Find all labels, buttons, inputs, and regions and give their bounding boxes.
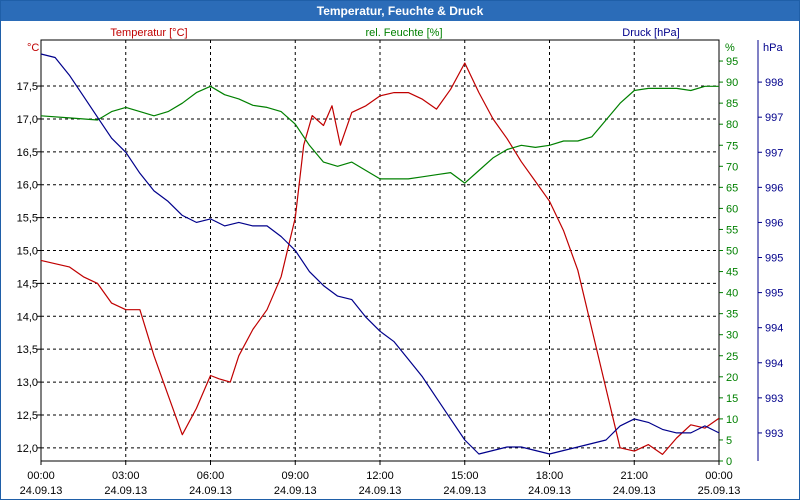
left-tick-label: 13,5: [17, 344, 38, 356]
x-tick-date: 25.09.13: [698, 485, 741, 497]
left-tick-label: 15,5: [17, 213, 38, 225]
middle-tick-label: 45: [726, 267, 738, 279]
right-tick-label: 998: [765, 77, 783, 89]
x-tick-time: 06:00: [197, 470, 225, 482]
left-tick-label: 12,5: [17, 410, 38, 422]
middle-tick-label: 90: [726, 77, 738, 89]
x-tick-time: 09:00: [281, 470, 309, 482]
x-tick-date: 24.09.13: [443, 485, 486, 497]
axes: [37, 39, 762, 465]
middle-tick-label: 75: [726, 140, 738, 152]
middle-tick-label: 65: [726, 182, 738, 194]
middle-tick-label: 25: [726, 351, 738, 363]
middle-axis-unit: %: [725, 42, 735, 54]
x-tick-date: 24.09.13: [189, 485, 232, 497]
plot-frame: [40, 39, 720, 462]
middle-tick-label: 80: [726, 119, 738, 131]
x-tick-date: 24.09.13: [359, 485, 402, 497]
x-tick-date: 24.09.13: [274, 485, 317, 497]
axis-labels: Temperatur [°C] rel. Feuchte [%] Druck […: [27, 27, 783, 54]
left-tick-label: 15,0: [17, 246, 38, 258]
pressure-line: [40, 53, 720, 455]
x-tick-time: 03:00: [112, 470, 140, 482]
tick-labels: 00:00 24.09.13 03:00 24.09.13 06:00 24.09.13 0…: [17, 56, 784, 497]
x-tick-time: 18:00: [536, 470, 564, 482]
grid-lines: [41, 40, 719, 461]
middle-tick-label: 5: [726, 435, 732, 447]
middle-tick-label: 40: [726, 288, 738, 300]
middle-tick-label: 35: [726, 309, 738, 321]
middle-tick-label: 50: [726, 246, 738, 258]
right-tick-label: 993: [765, 393, 783, 405]
temperature-line: [40, 62, 720, 455]
right-tick-label: 994: [765, 358, 783, 370]
left-axis-unit: °C: [27, 42, 39, 54]
x-tick-date: 24.09.13: [613, 485, 656, 497]
left-tick-label: 13,0: [17, 377, 38, 389]
middle-tick-label: 15: [726, 393, 738, 405]
middle-tick-label: 30: [726, 330, 738, 342]
humidity-line: [40, 85, 719, 184]
left-tick-label: 16,5: [17, 147, 38, 159]
middle-axis-label: rel. Feuchte [%]: [365, 27, 442, 39]
chart-title: Temperatur, Feuchte & Druck: [1, 1, 799, 21]
middle-tick-label: 85: [726, 98, 738, 110]
x-tick-date: 24.09.13: [104, 485, 147, 497]
right-tick-label: 995: [765, 288, 783, 300]
left-tick-label: 17,5: [17, 81, 38, 93]
right-tick-label: 996: [765, 182, 783, 194]
right-tick-label: 996: [765, 217, 783, 229]
right-tick-label: 995: [765, 253, 783, 265]
left-tick-label: 16,0: [17, 180, 38, 192]
x-tick-date: 24.09.13: [20, 485, 63, 497]
right-axis-label: Druck [hPa]: [622, 27, 679, 39]
middle-tick-label: 55: [726, 224, 738, 236]
middle-tick-label: 95: [726, 56, 738, 68]
right-tick-label: 994: [765, 323, 783, 335]
x-tick-time: 00:00: [705, 470, 733, 482]
x-tick-time: 12:00: [366, 470, 394, 482]
x-tick-time: 00:00: [27, 470, 55, 482]
middle-tick-label: 70: [726, 161, 738, 173]
left-tick-label: 12,0: [17, 443, 38, 455]
x-tick-time: 15:00: [451, 470, 479, 482]
middle-tick-label: 10: [726, 414, 738, 426]
x-tick-date: 24.09.13: [528, 485, 571, 497]
left-tick-label: 14,0: [17, 311, 38, 323]
left-tick-label: 17,0: [17, 114, 38, 126]
right-tick-label: 997: [765, 112, 783, 124]
left-tick-label: 14,5: [17, 278, 38, 290]
x-tick-time: 21:00: [620, 470, 648, 482]
left-axis-label: Temperatur [°C]: [110, 27, 187, 39]
right-tick-label: 993: [765, 428, 783, 440]
middle-tick-label: 60: [726, 203, 738, 215]
middle-tick-label: 0: [726, 456, 732, 468]
chart-canvas: Temperatur [°C] rel. Feuchte [%] Druck […: [17, 27, 784, 497]
middle-tick-label: 20: [726, 372, 738, 384]
series-lines: [40, 53, 720, 455]
right-axis-unit: hPa: [763, 42, 783, 54]
right-tick-label: 997: [765, 147, 783, 159]
